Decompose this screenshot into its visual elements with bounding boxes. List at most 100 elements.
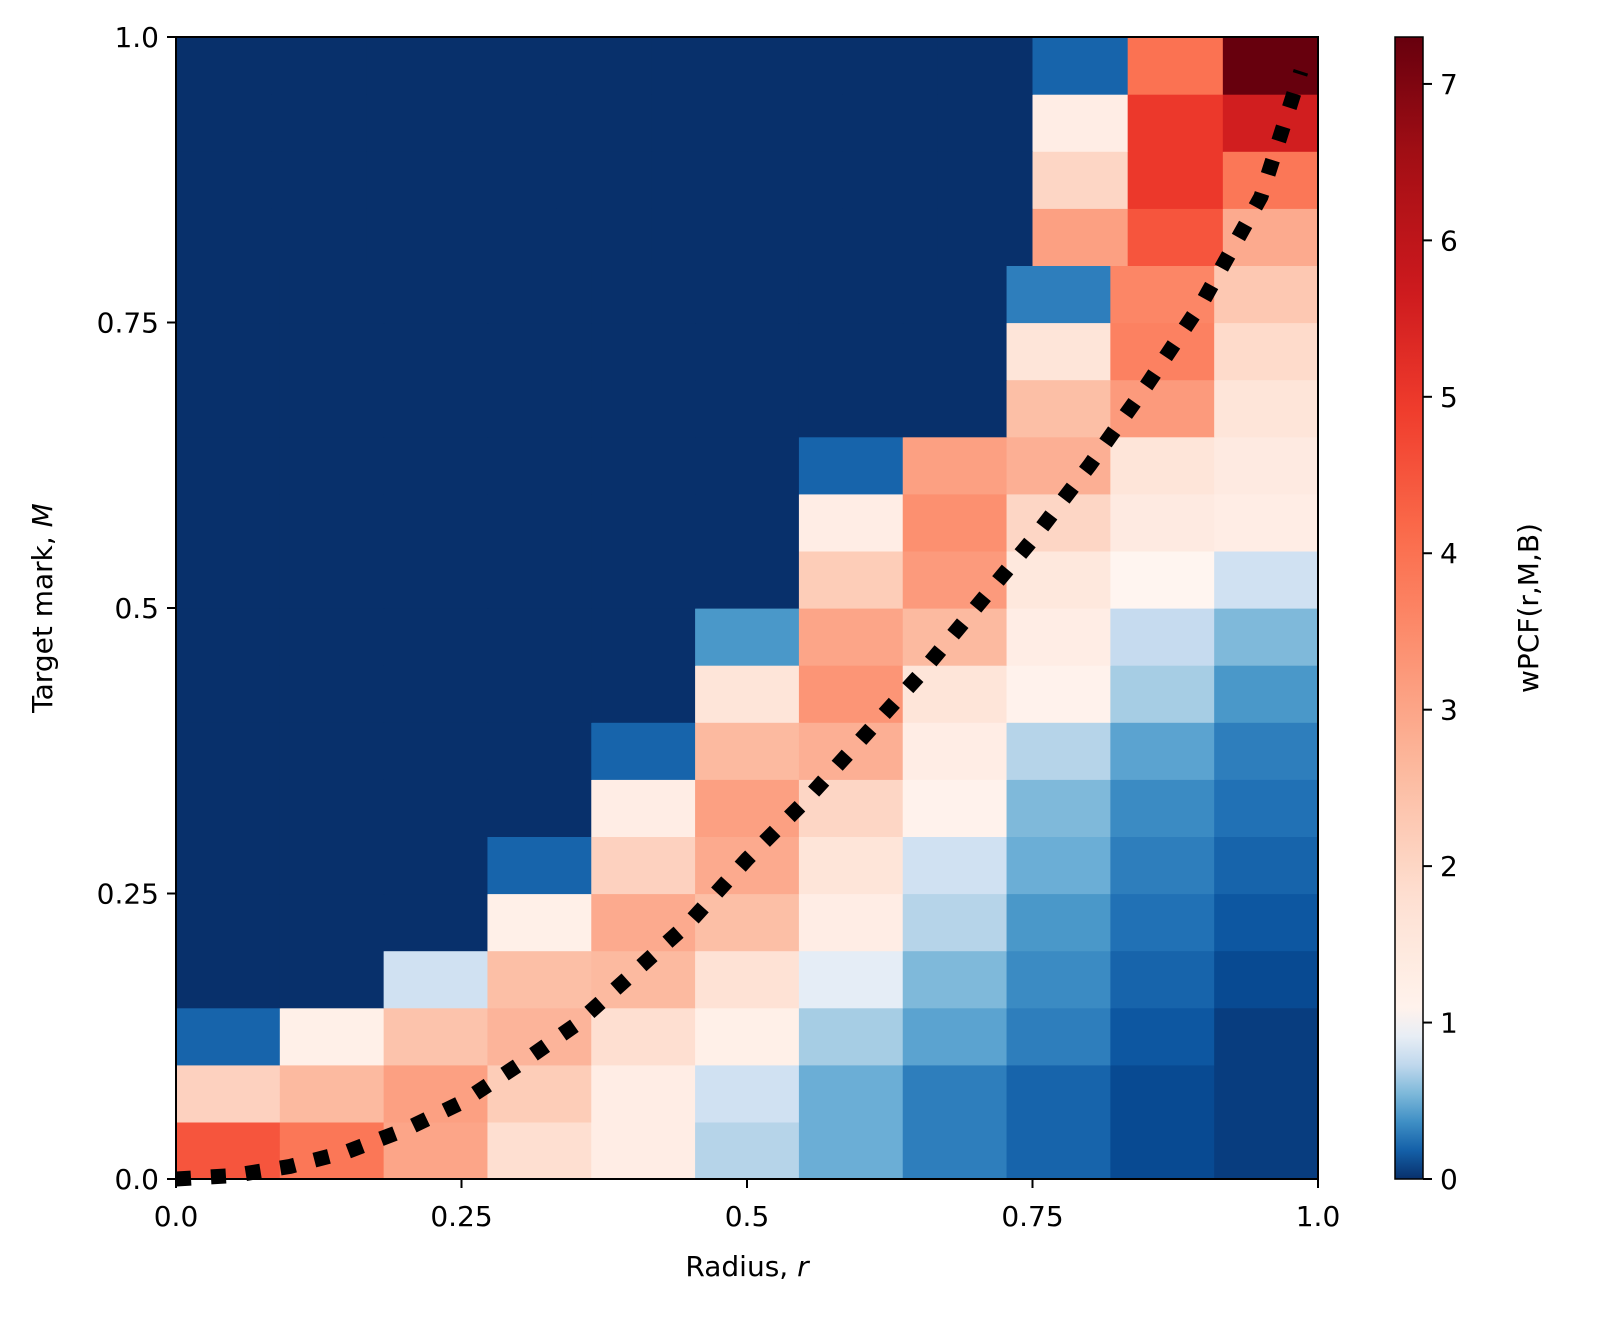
heatmap-cell (487, 436, 592, 495)
heatmap-cell (1222, 37, 1319, 95)
heatmap-cell (937, 94, 1034, 152)
heatmap-cell (176, 665, 281, 723)
heatmap-cell (842, 94, 938, 152)
heatmap-cell (1006, 836, 1111, 895)
heatmap-cell (366, 208, 463, 266)
heatmap-cell (1110, 608, 1215, 666)
heatmap-cell (902, 779, 1008, 837)
colorbar-tick-label: 6 (1440, 224, 1458, 257)
heatmap-cell (176, 1007, 281, 1066)
heatmap-cell (1006, 950, 1111, 1009)
heatmap-cell (1110, 436, 1215, 495)
heatmap-cell (695, 493, 800, 552)
heatmap-cell (487, 550, 592, 609)
heatmap-cell (651, 94, 748, 152)
heatmap-cell (902, 379, 1008, 438)
heatmap-cell (461, 151, 558, 209)
heatmap-cell (591, 1121, 696, 1180)
heatmap-cell (1214, 893, 1319, 952)
heatmap-cell (798, 322, 904, 381)
heatmap-cell (937, 37, 1034, 95)
heatmap-cell (1110, 665, 1215, 723)
heatmap-cell (487, 665, 592, 723)
heatmap-cell (591, 379, 696, 438)
curve-line (175, 69, 1309, 1187)
heatmap-cell (651, 208, 748, 266)
heatmap-cell (747, 94, 843, 152)
heatmap-cell (591, 493, 696, 552)
heatmap-cell (1032, 37, 1129, 95)
heatmap-cell (176, 436, 281, 495)
heatmap-cell (902, 722, 1008, 780)
heatmap-cell (176, 893, 281, 952)
heatmap-cell (1006, 265, 1111, 324)
heatmap-cell (798, 836, 904, 895)
x-tick-label: 0.25 (430, 1200, 492, 1233)
heatmap-cell (1214, 550, 1319, 609)
heatmap-cell (1222, 208, 1319, 266)
y-axis-label-text: Target mark, (26, 527, 59, 714)
heatmap-cell (591, 608, 696, 666)
heatmap-cell (842, 37, 938, 95)
heatmap-cell (383, 322, 489, 381)
heatmap-cell (279, 608, 385, 666)
heatmap-cell (798, 436, 904, 495)
heatmap-cell (176, 836, 281, 895)
heatmap-cell (1214, 608, 1319, 666)
y-axis-ticks: 0.0 0.25 0.5 0.75 1.0 (97, 21, 176, 1196)
y-tick-label: 0.25 (97, 878, 159, 911)
heatmap-cell (695, 436, 800, 495)
colorbar-tick-label: 3 (1440, 694, 1458, 727)
heatmap-cell (1214, 722, 1319, 780)
heatmap-cell (591, 265, 696, 324)
heatmap-cell (842, 208, 938, 266)
y-tick-label: 0.5 (114, 592, 159, 625)
x-tick-label: 0.5 (725, 1200, 770, 1233)
heatmap-cell (1110, 1007, 1215, 1066)
colorbar-ticks: 0 1 2 3 4 5 6 7 (1423, 68, 1458, 1196)
heatmap-cell (383, 1121, 489, 1180)
heatmap-cell (176, 493, 281, 552)
heatmap-cell (1214, 265, 1319, 324)
heatmap-cell (1006, 665, 1111, 723)
heatmap-cell (695, 1007, 800, 1066)
heatmap-cell (487, 1064, 592, 1123)
heatmap-cell (383, 665, 489, 723)
heatmap-cell (902, 1064, 1008, 1123)
heatmap-cell (591, 893, 696, 952)
heatmap-cell (798, 265, 904, 324)
heatmap-cell (591, 665, 696, 723)
heatmap-cell (1214, 1007, 1319, 1066)
heatmap-cell (366, 37, 463, 95)
heatmap-cell (487, 1121, 592, 1180)
heatmap-cell (279, 550, 385, 609)
heatmap-cell (747, 208, 843, 266)
heatmap-cell (1110, 1121, 1215, 1180)
heatmap-cell (176, 722, 281, 780)
heatmap-cells (176, 37, 1319, 1180)
heatmap-cell (1006, 1121, 1111, 1180)
heatmap-cell (487, 493, 592, 552)
heatmap-cell (279, 379, 385, 438)
heatmap-cell (842, 151, 938, 209)
heatmap-cell (383, 608, 489, 666)
heatmap-cell (798, 1121, 904, 1180)
heatmap-cell (279, 722, 385, 780)
heatmap-cell (383, 493, 489, 552)
heatmap-cell (1032, 208, 1129, 266)
colorbar-tick-label: 4 (1440, 537, 1458, 570)
heatmap-cell (487, 950, 592, 1009)
y-tick-label: 0.75 (97, 307, 159, 340)
heatmap-cell (1006, 893, 1111, 952)
heatmap-cell (747, 151, 843, 209)
heatmap-cell (695, 322, 800, 381)
heatmap-cell (176, 550, 281, 609)
heatmap-cell (176, 379, 281, 438)
heatmap-cell (902, 265, 1008, 324)
heatmap-cell (487, 779, 592, 837)
heatmap-cell (1214, 379, 1319, 438)
heatmap-cell (1127, 208, 1224, 266)
heatmap-cell (1127, 151, 1224, 209)
heatmap-cell (798, 722, 904, 780)
heatmap-cell (461, 208, 558, 266)
